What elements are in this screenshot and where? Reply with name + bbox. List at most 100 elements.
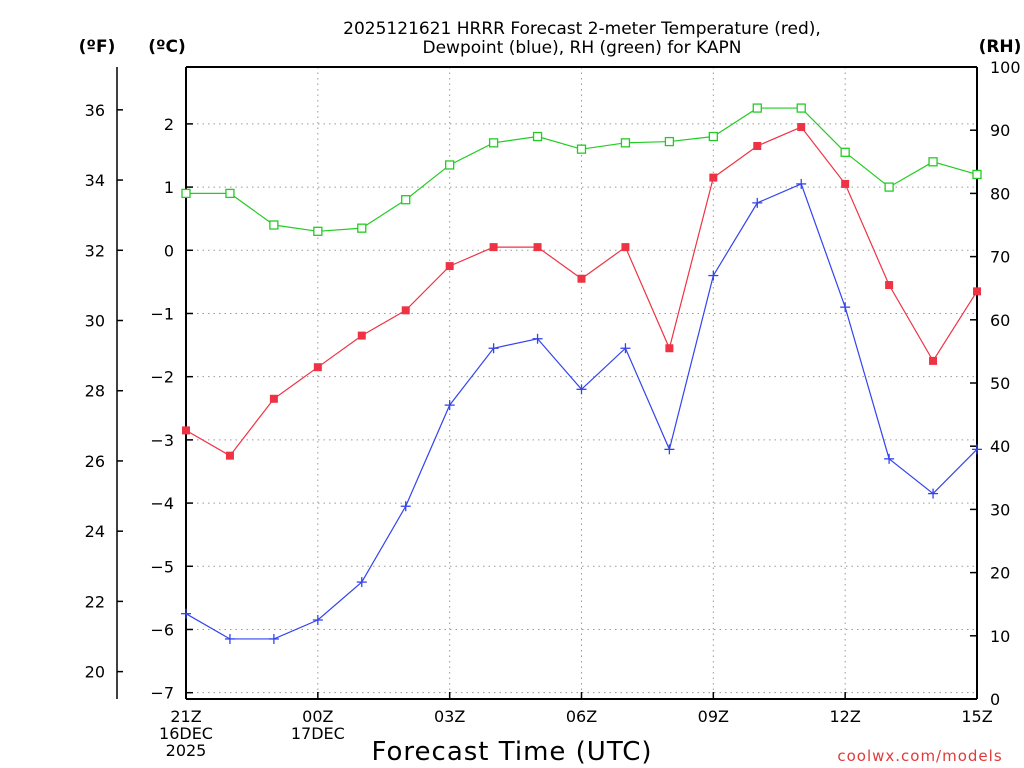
- temperature-point: [489, 243, 498, 252]
- x-tick-label: 15Z: [961, 707, 992, 726]
- rh-tick-label: 40: [990, 437, 1010, 456]
- dewpoint-point: [620, 343, 631, 354]
- temperature-point: [313, 363, 322, 372]
- celsius-tick-label: 0: [164, 241, 174, 260]
- dewpoint-point: [664, 444, 675, 455]
- tick-labels: 210−1−2−3−4−5−6−736343230282624222010090…: [85, 58, 1021, 760]
- rh-point: [796, 103, 806, 113]
- rh-point: [225, 188, 235, 199]
- x-tick-label: 16DEC: [159, 724, 213, 743]
- rh-point: [928, 157, 938, 167]
- dewpoint-point: [928, 488, 939, 499]
- axes: [116, 66, 978, 700]
- celsius-tick-label: −4: [150, 494, 174, 513]
- rh-point: [269, 220, 279, 230]
- rh-tick-label: 80: [990, 184, 1010, 203]
- fahrenheit-tick-label: 28: [85, 382, 105, 401]
- celsius-tick-label: −3: [150, 431, 174, 450]
- rh-point: [445, 160, 455, 170]
- dewpoint-point: [708, 270, 719, 281]
- celsius-tick-label: 2: [164, 115, 174, 134]
- rh-point: [752, 103, 762, 113]
- temperature-point: [533, 243, 542, 252]
- chart-title-line-2: Dewpoint (blue), RH (green) for KAPN: [422, 38, 741, 58]
- rh-tick-label: 20: [990, 564, 1010, 583]
- x-tick-label: 03Z: [434, 707, 465, 726]
- rh-point: [884, 182, 894, 192]
- x-tick-label: 00Z: [302, 707, 333, 726]
- credit-link[interactable]: coolwx.com/models: [837, 747, 1002, 765]
- dewpoint-point: [312, 615, 323, 625]
- dewpoint-point: [752, 197, 763, 208]
- temperature-point: [401, 306, 410, 315]
- gridlines: [186, 67, 977, 699]
- rh-tick-label: 60: [990, 311, 1010, 330]
- rh-tick-label: 50: [990, 374, 1010, 393]
- dewpoint-point: [576, 384, 587, 395]
- dewpoint-point: [488, 343, 499, 354]
- temperature-point: [357, 331, 366, 340]
- dewpoint-point: [400, 501, 411, 512]
- fahrenheit-tick-label: 26: [85, 452, 105, 471]
- celsius-tick-label: 1: [164, 178, 174, 197]
- celsius-unit-label: (ºC): [148, 37, 186, 57]
- temperature-point: [225, 451, 234, 460]
- series-dewpoint: [181, 178, 982, 644]
- x-tick-label: 12Z: [830, 707, 861, 726]
- rh-tick-label: 90: [990, 121, 1010, 140]
- dewpoint-point: [972, 444, 982, 455]
- temperature-point: [797, 123, 806, 132]
- celsius-tick-label: −7: [150, 684, 174, 703]
- temperature-point: [577, 274, 586, 283]
- dewpoint-point: [268, 633, 279, 644]
- rh-point: [181, 188, 191, 199]
- chart-title-line-1: 2025121621 HRRR Forecast 2-meter Tempera…: [343, 19, 821, 39]
- rh-point: [313, 226, 323, 236]
- celsius-tick-label: −1: [150, 304, 174, 323]
- fahrenheit-tick-label: 30: [85, 312, 105, 331]
- rh-point: [840, 147, 850, 157]
- x-axis-title: Forecast Time (UTC): [371, 737, 652, 767]
- temperature-point: [709, 173, 718, 182]
- dewpoint-point: [796, 178, 807, 189]
- dewpoint-point: [181, 608, 191, 619]
- dewpoint-point: [840, 302, 851, 313]
- dewpoint-point: [532, 333, 543, 344]
- rh-point: [972, 169, 982, 180]
- rh-point: [532, 131, 543, 142]
- dewpoint-point: [224, 633, 235, 644]
- dewpoint-point: [356, 577, 367, 588]
- temperature-point: [665, 344, 674, 353]
- rh-point: [357, 223, 367, 233]
- rh-point: [664, 136, 675, 147]
- rh-tick-label: 70: [990, 248, 1010, 267]
- rh-unit-label: (RH): [979, 37, 1022, 57]
- dewpoint-point: [444, 400, 455, 411]
- rh-tick-label: 0: [990, 690, 1000, 709]
- rh-point: [708, 131, 718, 142]
- x-tick-label: 09Z: [698, 707, 729, 726]
- temperature-point: [929, 356, 938, 365]
- dewpoint-point: [884, 453, 895, 464]
- celsius-tick-label: −2: [150, 368, 174, 387]
- temperature-point: [885, 281, 894, 290]
- chart-title: 2025121621 HRRR Forecast 2-meter Tempera…: [343, 19, 821, 58]
- x-tick-label: 17DEC: [291, 724, 345, 743]
- temperature-point: [753, 142, 762, 150]
- fahrenheit-tick-label: 20: [85, 663, 105, 682]
- fahrenheit-tick-label: 24: [85, 522, 105, 541]
- temperature-point: [182, 426, 190, 435]
- temperature-point: [841, 179, 850, 188]
- series-temperature: [182, 123, 981, 460]
- rh-tick-label: 30: [990, 500, 1010, 519]
- x-tick-label: 21Z: [170, 707, 201, 726]
- rh-point: [488, 138, 499, 148]
- fahrenheit-tick-label: 32: [85, 241, 105, 260]
- temperature-point: [445, 262, 454, 271]
- temperature-line: [185, 126, 978, 457]
- x-tick-label: 06Z: [566, 707, 597, 726]
- celsius-tick-label: −6: [150, 620, 174, 639]
- celsius-tick-label: −5: [150, 557, 174, 576]
- fahrenheit-tick-label: 34: [85, 171, 105, 190]
